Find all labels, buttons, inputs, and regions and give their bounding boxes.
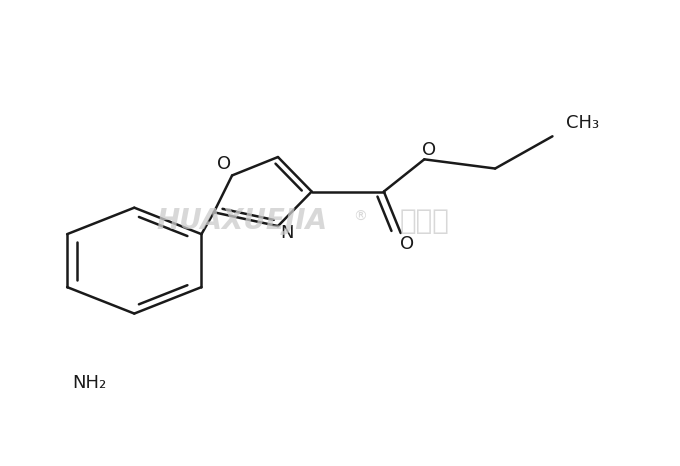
Text: O: O (422, 141, 436, 159)
Text: N: N (281, 224, 294, 242)
Text: NH₂: NH₂ (72, 374, 106, 391)
Text: CH₃: CH₃ (566, 115, 599, 132)
Text: HUAXUEJIA: HUAXUEJIA (156, 207, 328, 235)
Text: 化学加: 化学加 (399, 207, 449, 235)
Text: O: O (401, 235, 415, 253)
Text: O: O (217, 155, 231, 173)
Text: ®: ® (354, 210, 367, 224)
